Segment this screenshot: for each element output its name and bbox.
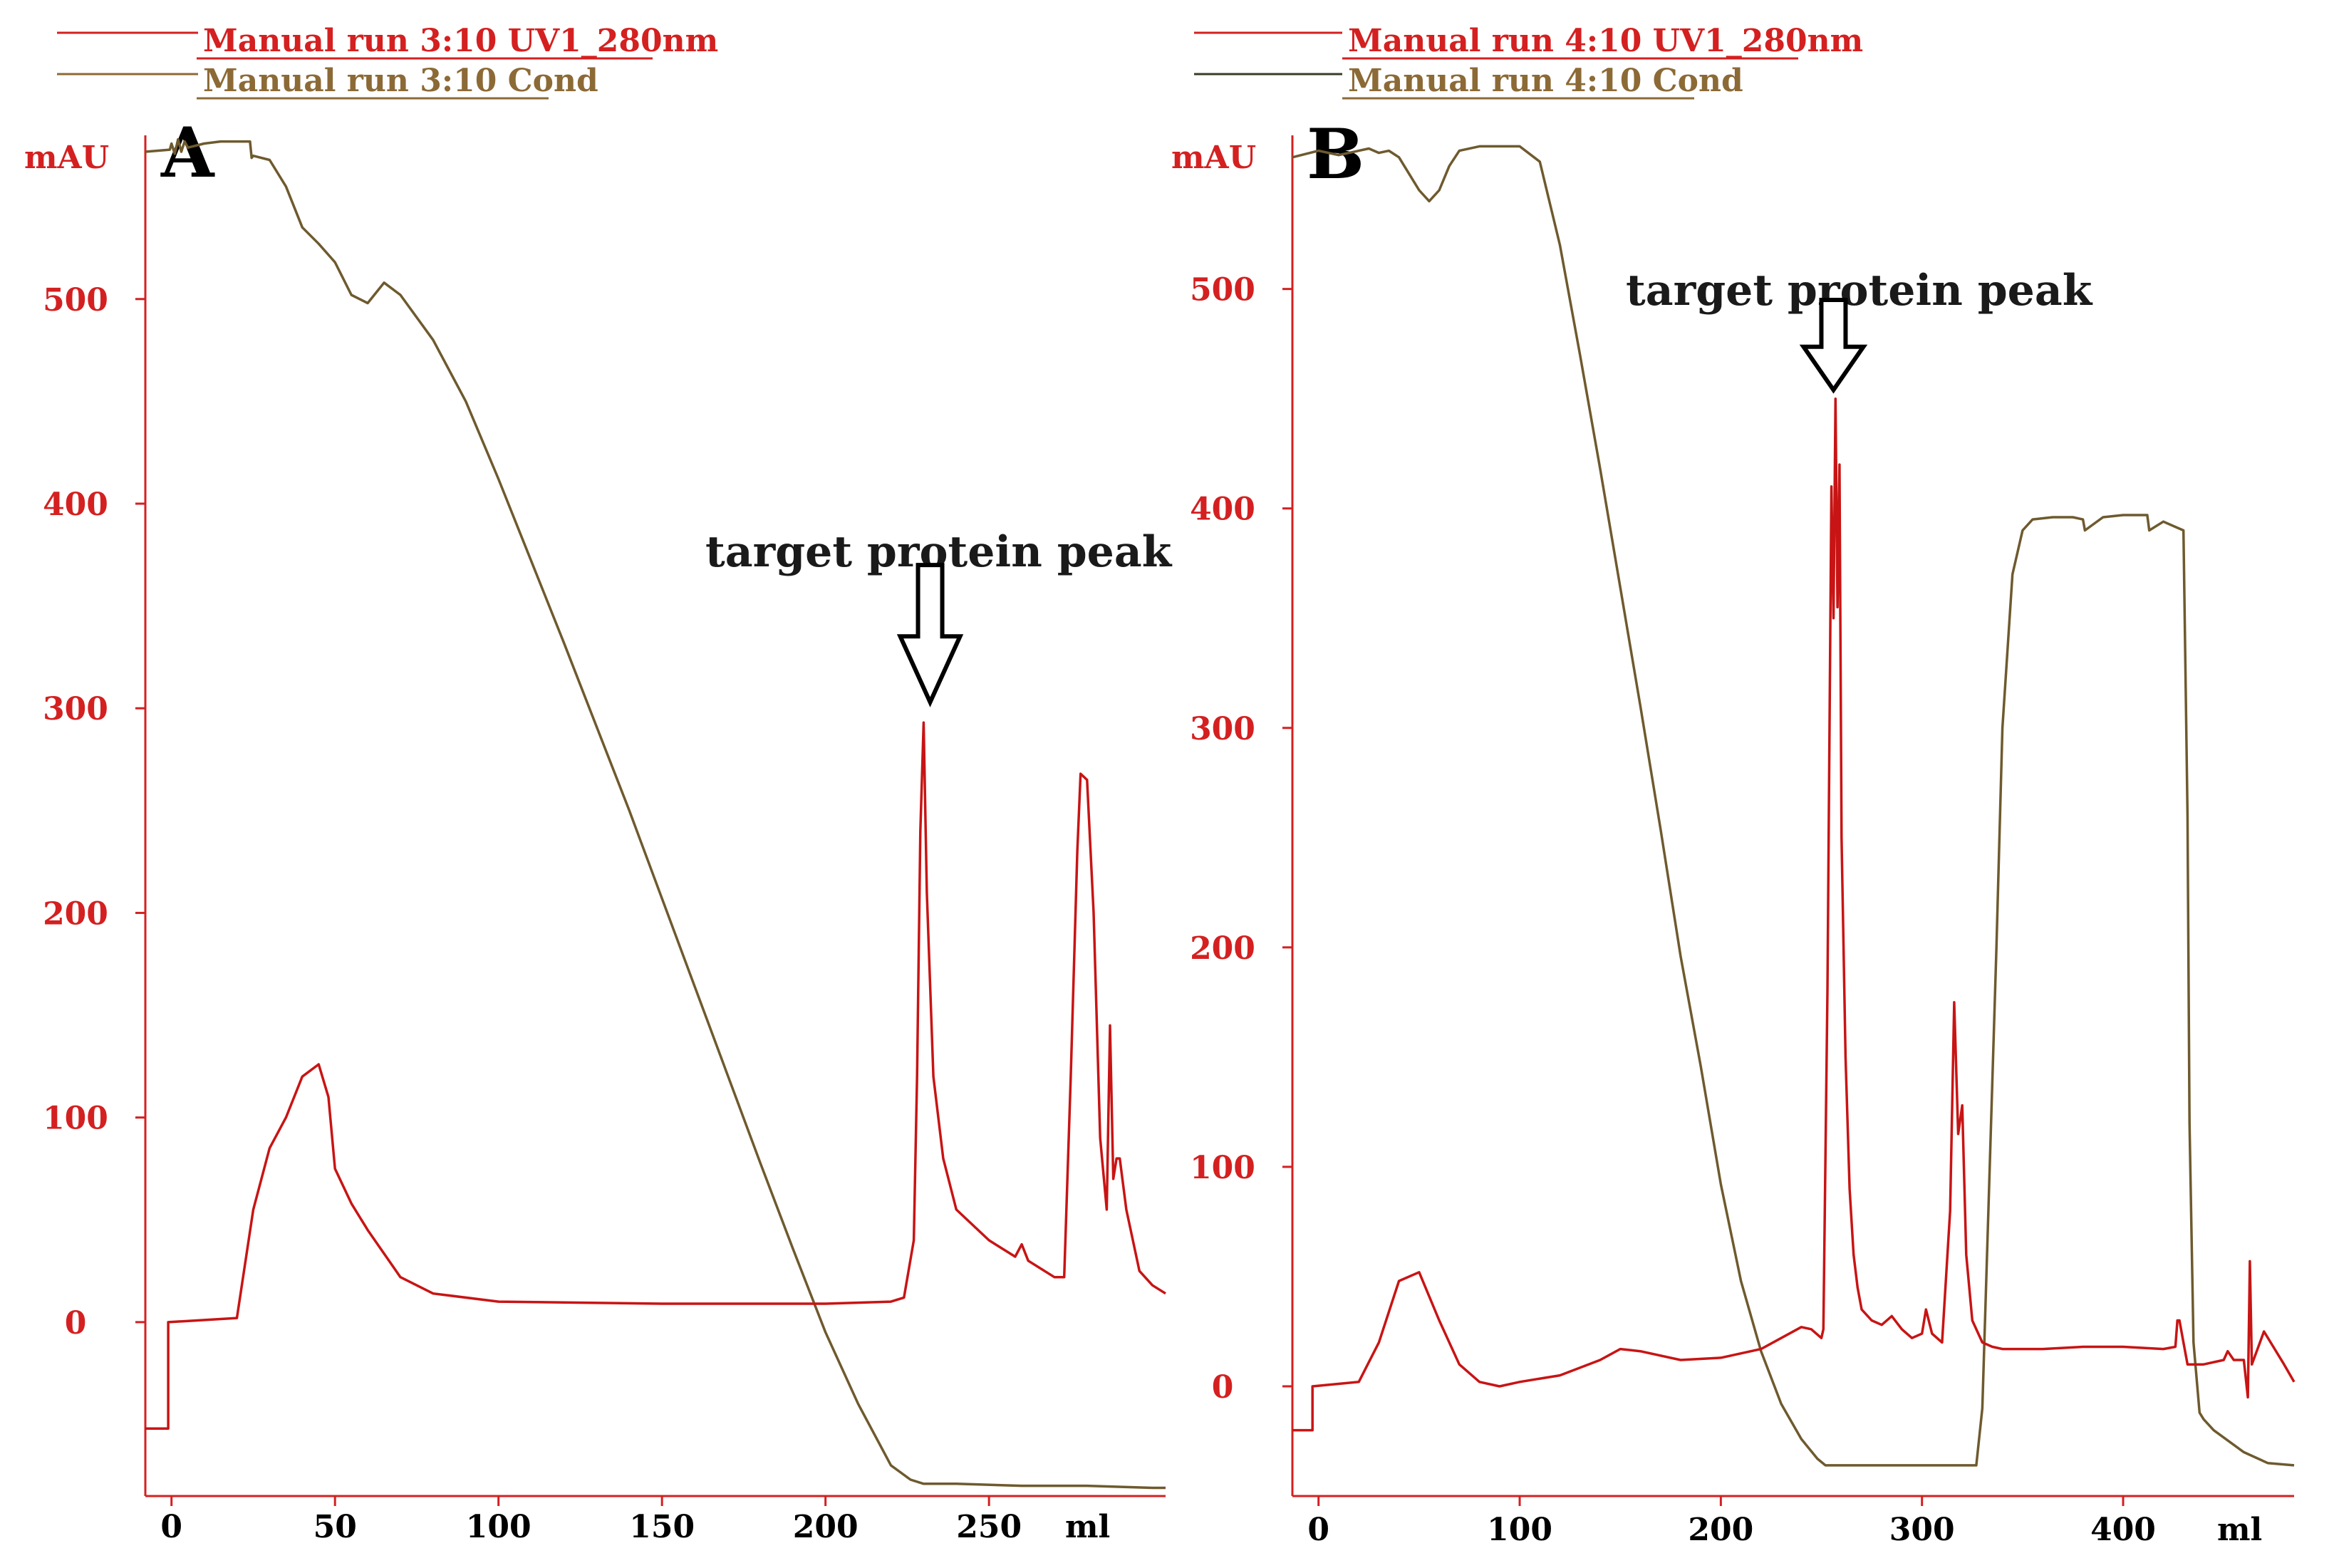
y-tick-label-a-0: 0 (65, 1305, 87, 1341)
y-axis-title-a: mAU (24, 140, 109, 176)
panel-a: Manual run 3:10 UV1_280nm Manual run 3:1… (24, 23, 1173, 1545)
y-tick-label-a-400: 400 (43, 487, 108, 523)
x-axis-title-a: ml (1065, 1509, 1110, 1545)
annotation-b: target protein peak (1626, 266, 2093, 394)
y-tick-label-a-200: 200 (43, 895, 108, 932)
x-axis-title-b: ml (2217, 1512, 2262, 1548)
x-tick-label-a-0: 0 (160, 1509, 182, 1545)
uv-trace-a (145, 721, 1166, 1430)
x-tick-label-a-200: 200 (793, 1509, 859, 1545)
x-tick-label-b-200: 200 (1688, 1512, 1753, 1548)
annotation-label-b: target protein peak (1626, 266, 2093, 316)
legend-cond-label-b: Manual run 4:10 Cond (1348, 63, 1743, 99)
uv-trace-b (1292, 397, 2296, 1432)
x-tick-label-b-300: 300 (1889, 1512, 1955, 1548)
x-tick-label-a-50: 50 (313, 1509, 357, 1545)
traces-b (1292, 145, 2296, 1467)
panel-b: Manual run 4:10 UV1_280nm Manual run 4:1… (1171, 23, 2296, 1548)
y-ticks-b: 0 100 200 300 400 500 (1190, 272, 1292, 1406)
x-tick-label-b-100: 100 (1487, 1512, 1552, 1548)
x-tick-label-b-400: 400 (2090, 1512, 2156, 1548)
x-tick-label-a-150: 150 (629, 1509, 695, 1545)
traces-a (145, 137, 1166, 1490)
cond-trace-a (145, 137, 1166, 1490)
y-tick-label-b-500: 500 (1190, 272, 1255, 308)
x-tick-label-a-100: 100 (466, 1509, 531, 1545)
y-tick-label-b-200: 200 (1190, 930, 1255, 967)
legend-b: Manual run 4:10 UV1_280nm Manual run 4:1… (1194, 23, 1863, 100)
y-tick-label-b-400: 400 (1190, 492, 1255, 528)
annotation-arrow-b (1799, 298, 1868, 394)
annotation-a: target protein peak (705, 527, 1173, 707)
y-tick-label-a-100: 100 (43, 1101, 108, 1137)
cond-trace-b (1292, 145, 2295, 1467)
y-tick-label-a-500: 500 (43, 282, 108, 318)
annotation-arrow-a (896, 563, 964, 707)
legend-cond-label-a: Manual run 3:10 Cond (203, 63, 598, 99)
legend-uv-label-a: Manual run 3:10 UV1_280nm (203, 23, 718, 59)
y-tick-label-b-0: 0 (1212, 1369, 1234, 1406)
x-ticks-b: 0 100 200 300 400 (1307, 1496, 2156, 1548)
y-axis-title-b: mAU (1171, 140, 1256, 176)
panel-letter-a: A (160, 113, 215, 193)
y-tick-label-b-300: 300 (1190, 711, 1255, 747)
x-tick-label-b-0: 0 (1307, 1512, 1329, 1548)
legend-uv-label-b: Manual run 4:10 UV1_280nm (1348, 23, 1863, 59)
y-tick-label-a-300: 300 (43, 691, 108, 727)
legend-a: Manual run 3:10 UV1_280nm Manual run 3:1… (57, 23, 718, 100)
y-tick-label-b-100: 100 (1190, 1150, 1255, 1186)
x-tick-label-a-250: 250 (956, 1509, 1022, 1545)
y-ticks-a: 0 100 200 300 400 500 (43, 282, 145, 1341)
x-ticks-a: 0 50 100 150 200 250 (160, 1496, 1022, 1545)
